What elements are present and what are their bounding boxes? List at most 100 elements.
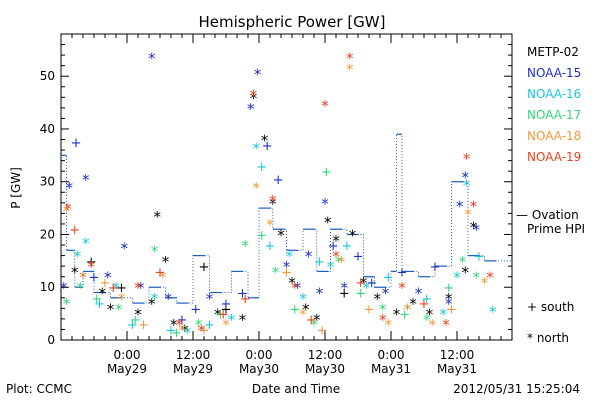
north-point: * xyxy=(305,248,313,266)
north-point: * xyxy=(335,253,343,271)
north-point: * xyxy=(118,290,126,308)
north-point: * xyxy=(481,274,489,292)
north-point: * xyxy=(429,316,437,334)
south-point: + xyxy=(177,313,188,328)
legend-entry: METP-02 xyxy=(527,45,579,59)
north-point: * xyxy=(445,290,453,308)
south-point: + xyxy=(138,318,149,333)
north-point: * xyxy=(151,290,159,308)
x-tick-label-time: 12:00 xyxy=(308,348,343,362)
north-point: * xyxy=(327,258,335,276)
footer-right: 2012/05/31 15:25:04 xyxy=(453,382,580,396)
plot-area xyxy=(60,33,513,341)
north-point: * xyxy=(415,285,423,303)
north-point: * xyxy=(324,213,332,231)
south-point: + xyxy=(421,292,432,307)
north-point: * xyxy=(74,248,82,266)
north-point: * xyxy=(409,295,417,313)
north-point: * xyxy=(242,237,250,255)
north-point: * xyxy=(321,97,329,115)
ovation-label-line1: — Ovation xyxy=(516,208,579,222)
north-point: * xyxy=(253,179,261,197)
south-point: + xyxy=(306,313,317,328)
north-point: * xyxy=(261,132,269,150)
south-point: + xyxy=(474,250,485,265)
legend-entry: NOAA-18 xyxy=(527,129,581,143)
south-point: + xyxy=(199,260,210,275)
north-point: * xyxy=(228,311,236,329)
north-point: * xyxy=(79,269,87,287)
north-point: * xyxy=(286,248,294,266)
north-point: * xyxy=(178,321,186,339)
south-point: + xyxy=(100,276,111,291)
north-point: * xyxy=(266,216,274,234)
x-tick-label-time: 0:00 xyxy=(114,348,141,362)
south-point: + xyxy=(116,281,127,296)
north-point: * xyxy=(321,195,329,213)
north-point: * xyxy=(379,311,387,329)
south-point: + xyxy=(256,160,267,175)
south-point: + xyxy=(281,265,292,280)
north-point: * xyxy=(453,269,461,287)
legend-entry: NOAA-15 xyxy=(527,66,581,80)
south-point: + xyxy=(215,308,226,323)
south-point: + xyxy=(256,228,267,243)
north-point: * xyxy=(63,295,71,313)
north-point: * xyxy=(112,279,120,297)
y-tick-label: 30 xyxy=(40,175,55,189)
north-point: * xyxy=(134,279,142,297)
legend-entry: NOAA-16 xyxy=(527,87,581,101)
north-point: * xyxy=(82,171,90,189)
south-point: + xyxy=(342,239,353,254)
north-point: * xyxy=(464,205,472,223)
x-tick-label-date: May29 xyxy=(173,362,213,376)
x-tick-label-date: May30 xyxy=(305,362,345,376)
north-point: * xyxy=(239,311,247,329)
north-point: * xyxy=(214,306,222,324)
north-point: * xyxy=(338,253,346,271)
south-point: + xyxy=(71,136,82,151)
north-point: * xyxy=(254,66,262,84)
north-point: * xyxy=(398,279,406,297)
x-tick-label-date: May30 xyxy=(239,362,279,376)
north-point: * xyxy=(423,311,431,329)
axes: 010203040500:00May2912:00May290:00May301… xyxy=(40,33,513,376)
south-point: + xyxy=(155,265,166,280)
south-point: + xyxy=(166,323,177,338)
y-tick-label: 0 xyxy=(47,333,55,347)
north-point: * xyxy=(473,269,481,287)
north-point: * xyxy=(159,269,167,287)
north-point: * xyxy=(442,316,450,334)
south-point: + xyxy=(353,250,364,265)
north-point: * xyxy=(310,316,318,334)
north-point: * xyxy=(170,316,178,334)
north-point: * xyxy=(71,263,79,281)
y-axis-label: P [GW] xyxy=(9,167,23,209)
north-point: * xyxy=(63,203,71,221)
footer-left: Plot: CCMC xyxy=(6,382,72,396)
north-point: * xyxy=(88,258,96,276)
south-point: + xyxy=(130,313,141,328)
plot-frame xyxy=(60,33,513,341)
north-point: * xyxy=(137,279,145,297)
south-point: + xyxy=(355,276,366,291)
data-points: * *+**+***** *+* +**********+***********+*+… xyxy=(60,50,497,342)
north-point: * xyxy=(313,311,321,329)
north-point: * xyxy=(154,208,162,226)
south-point: + xyxy=(317,323,328,338)
north-point: * xyxy=(404,300,412,318)
north-point: * xyxy=(291,279,299,297)
south-point: + xyxy=(355,287,366,302)
x-tick-label-time: 12:00 xyxy=(440,348,475,362)
north-point: * xyxy=(198,321,206,339)
south-point: + xyxy=(397,265,408,280)
north-point: * xyxy=(473,221,481,239)
north-point: * xyxy=(176,316,184,334)
north-point: * xyxy=(346,60,354,78)
south-point: + xyxy=(314,255,325,270)
north-point: * xyxy=(379,300,387,318)
south-point: + xyxy=(221,297,232,312)
north-point: * xyxy=(299,306,307,324)
x-tick-label-date: May29 xyxy=(107,362,147,376)
